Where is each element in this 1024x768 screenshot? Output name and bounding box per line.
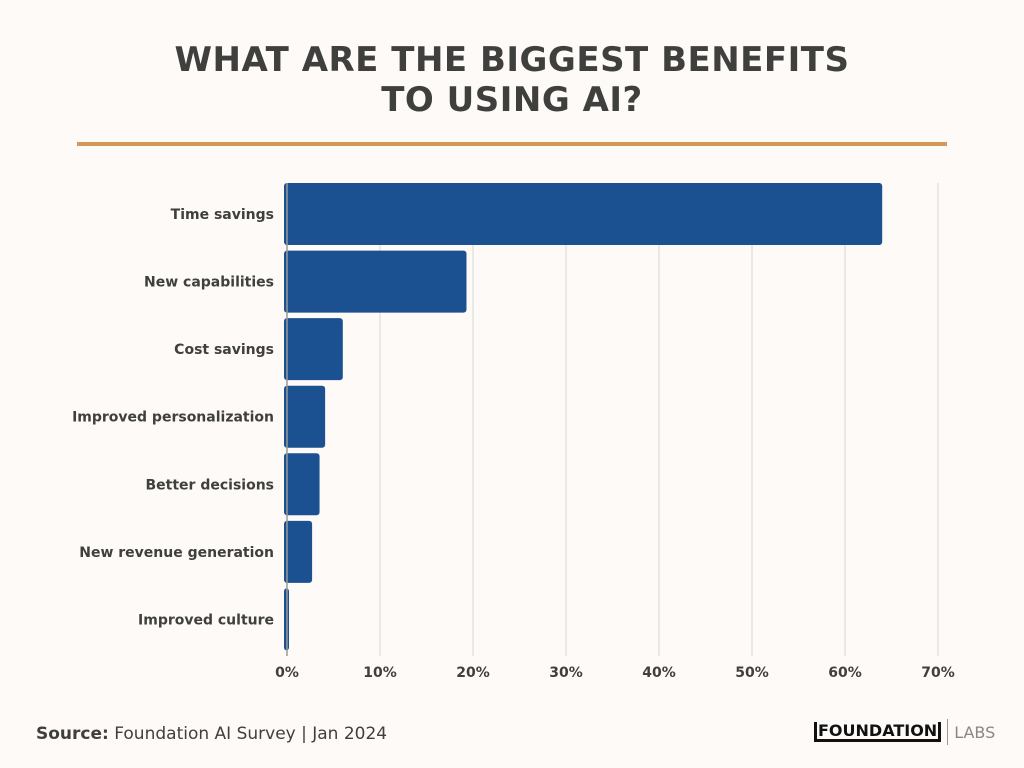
bar: [284, 453, 320, 516]
category-label: Improved culture: [138, 612, 274, 628]
bar: [284, 318, 343, 381]
x-tick-label: 50%: [735, 665, 769, 681]
logo-sub: LABS: [954, 722, 996, 742]
logo-main: FOUNDATION: [814, 722, 942, 742]
x-tick-label: 70%: [921, 665, 955, 681]
logo-divider: [947, 719, 949, 745]
x-tick-label: 20%: [456, 665, 490, 681]
x-tick-label: 0%: [275, 665, 299, 681]
category-label: New revenue generation: [79, 545, 274, 561]
x-tick-label: 10%: [363, 665, 397, 681]
bar: [284, 520, 313, 583]
chart-title: WHAT ARE THE BIGGEST BENEFITS TO USING A…: [0, 40, 1024, 120]
x-tick-label: 60%: [828, 665, 862, 681]
title-line-2: TO USING AI?: [381, 80, 643, 120]
foundation-labs-logo: FOUNDATION LABS: [814, 719, 995, 745]
bar: [284, 385, 326, 448]
source-text: Foundation AI Survey | Jan 2024: [114, 724, 388, 744]
bar-chart: 0% 10% 20% 30% 40% 50% 60% 70% Time savings New c…: [72, 183, 955, 681]
title-line-1: WHAT ARE THE BIGGEST BENEFITS: [174, 40, 850, 80]
category-label: Time savings: [171, 207, 274, 223]
x-tick-label: 30%: [549, 665, 583, 681]
bar: [284, 183, 883, 245]
source-note: Source: Foundation AI Survey | Jan 2024: [36, 724, 387, 744]
x-tick-label: 40%: [642, 665, 676, 681]
category-label: Improved personalization: [72, 410, 274, 426]
category-label: Cost savings: [174, 342, 274, 358]
title-divider: [77, 142, 947, 146]
bar: [284, 250, 467, 313]
category-label: New capabilities: [144, 275, 274, 291]
source-label: Source:: [36, 724, 109, 744]
category-label: Better decisions: [146, 477, 275, 493]
